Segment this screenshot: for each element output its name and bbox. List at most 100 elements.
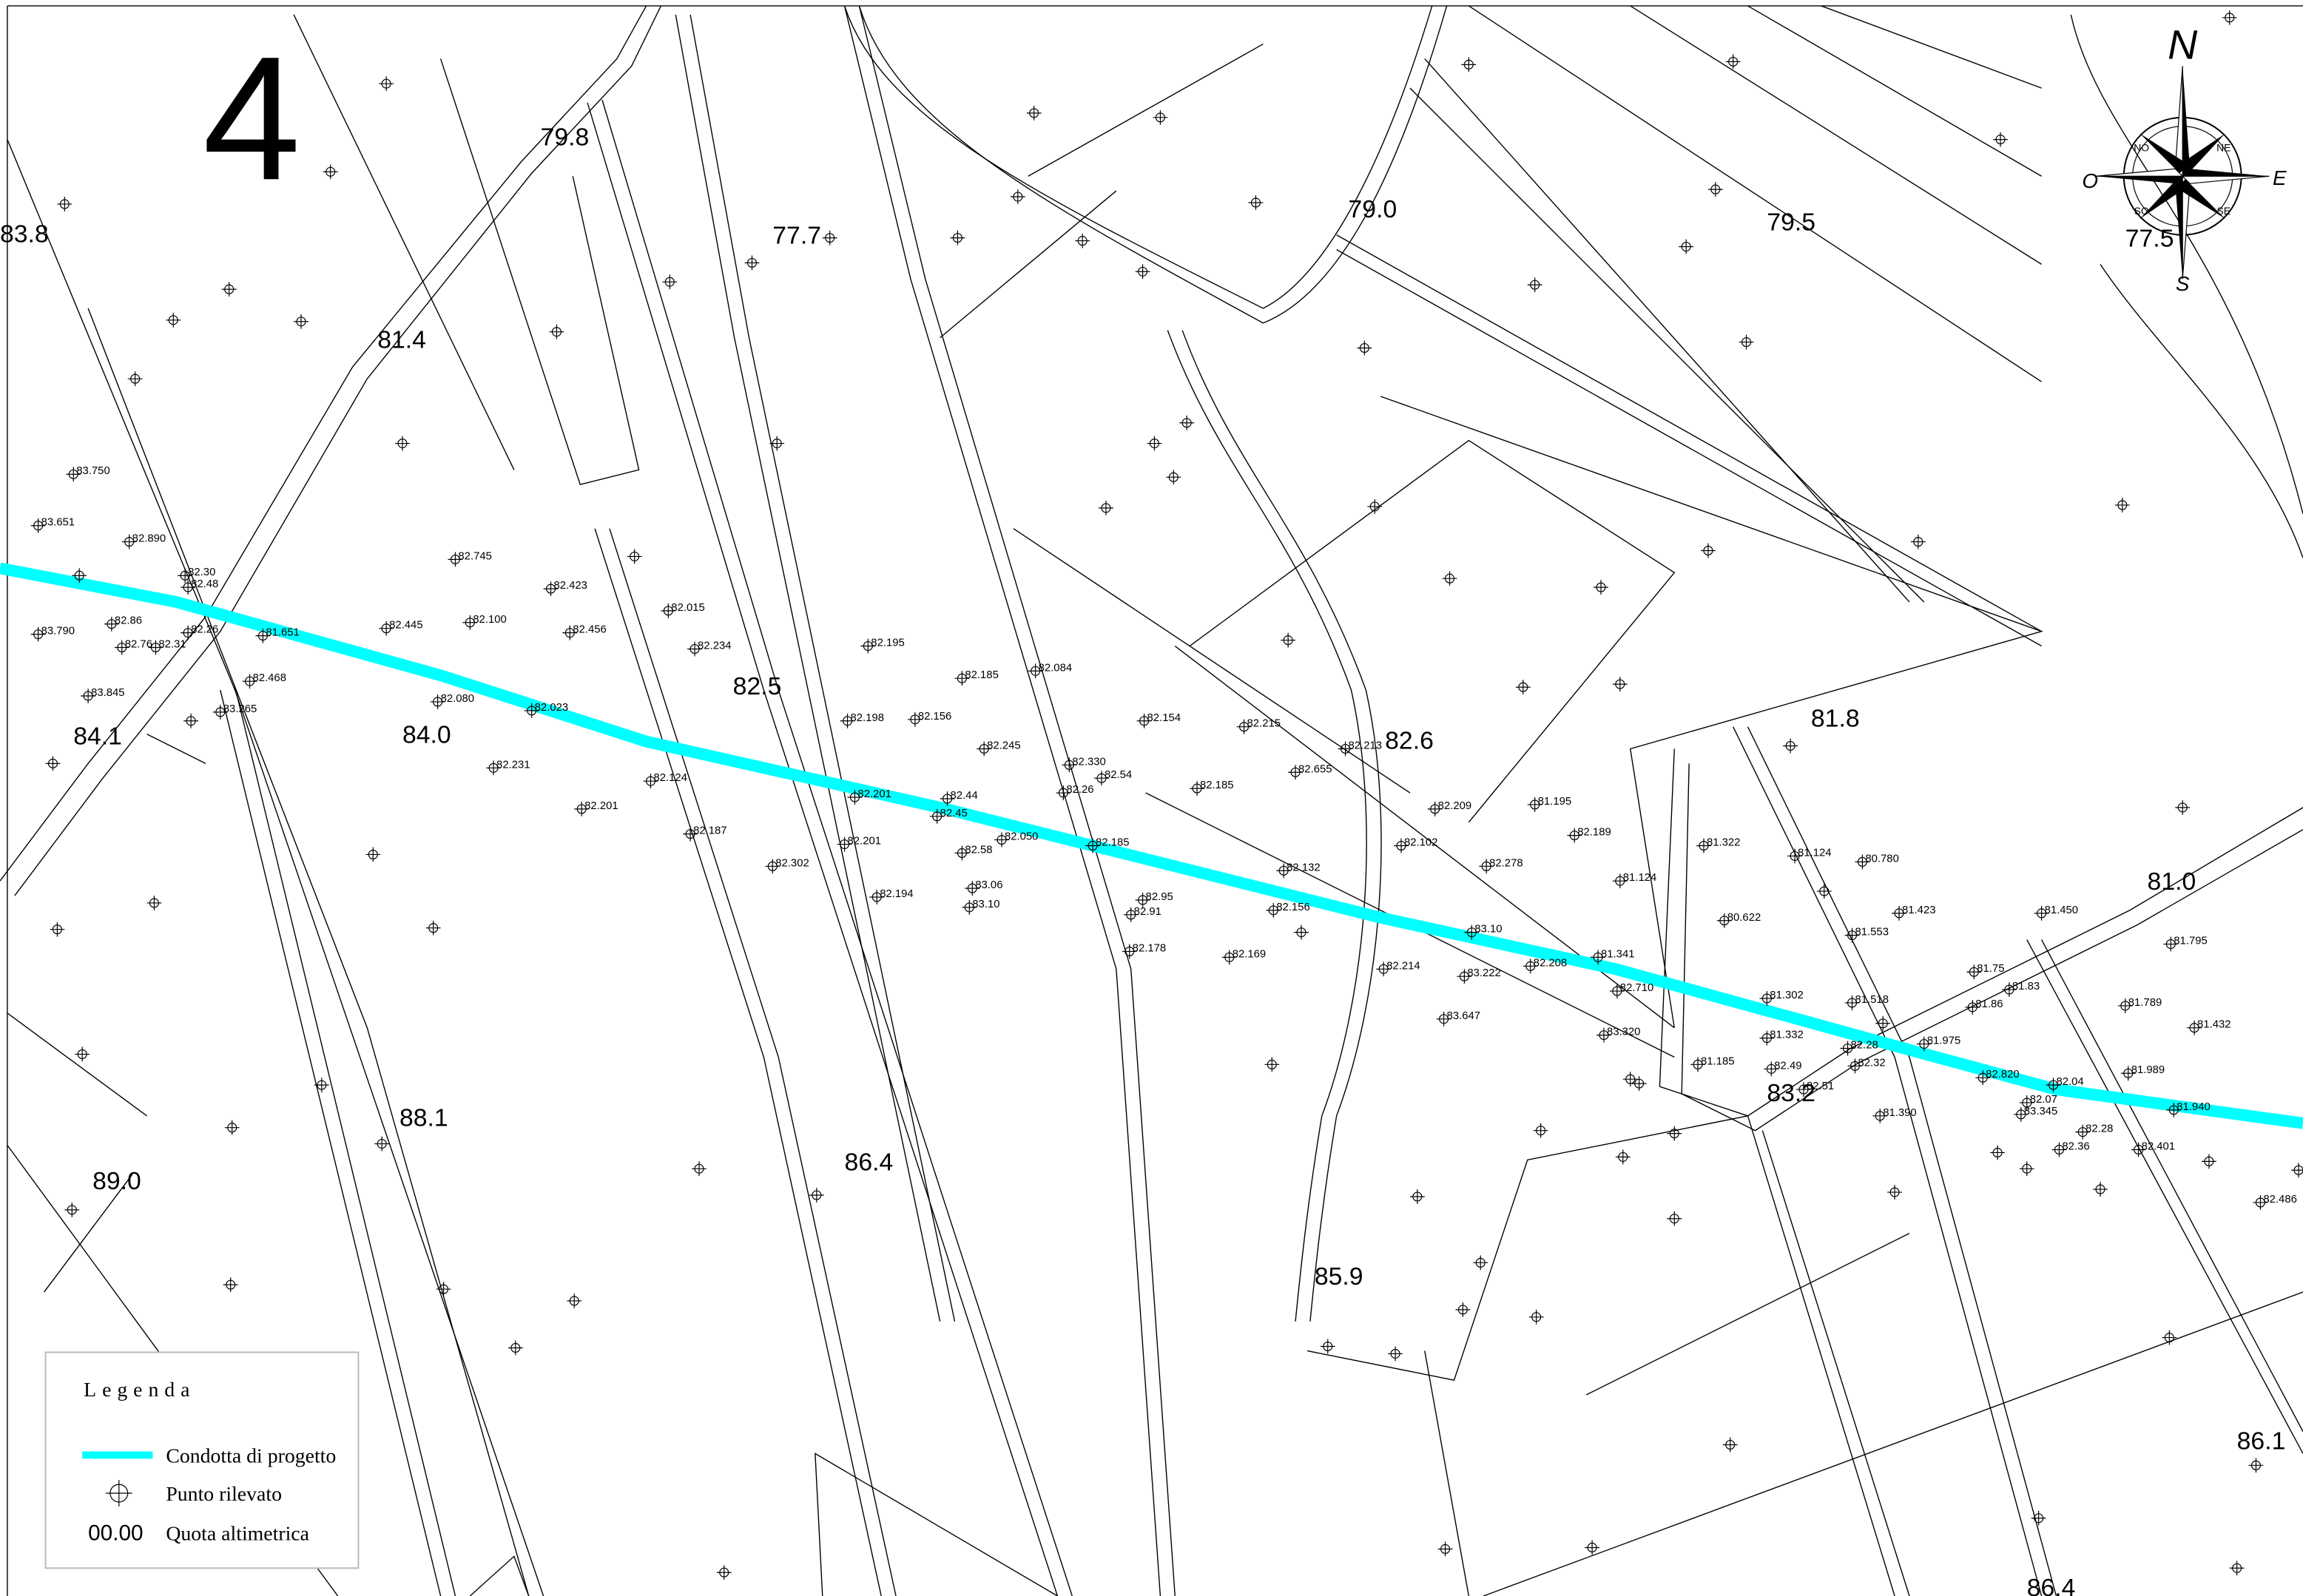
survey-point — [1122, 944, 1137, 959]
spot-height: 81.553 — [1855, 927, 1889, 939]
spot-height: 82.48 — [191, 578, 218, 590]
survey-point — [1631, 1076, 1647, 1092]
spot-height: 82.154 — [1147, 712, 1181, 724]
survey-point — [448, 552, 463, 567]
elevation-label: 79.8 — [541, 124, 590, 152]
elevation-label: 81.8 — [1811, 705, 1860, 733]
survey-point — [662, 274, 678, 290]
spot-height: 81.322 — [1707, 837, 1741, 849]
survey-point — [2013, 1106, 2029, 1122]
spot-height: 82.124 — [653, 772, 687, 784]
survey-point — [2187, 1020, 2202, 1035]
spot-height: 82.169 — [1233, 948, 1267, 960]
survey-point — [30, 518, 46, 533]
survey-point — [1236, 719, 1252, 734]
survey-point — [1388, 1346, 1403, 1362]
pipeline — [0, 562, 2303, 1129]
survey-point — [1759, 991, 1775, 1006]
elevation-label: 81.4 — [377, 326, 426, 354]
spot-height: 82.26 — [191, 624, 218, 636]
survey-point — [1596, 1027, 1611, 1043]
survey-point — [1062, 757, 1077, 773]
survey-point — [2202, 1154, 2216, 1169]
spot-height: 82.401 — [2142, 1140, 2176, 1152]
survey-point — [1701, 543, 1716, 558]
survey-point — [1667, 1126, 1682, 1141]
spot-height: 82.084 — [1039, 662, 1073, 674]
survey-point — [104, 616, 119, 632]
survey-point — [1696, 838, 1711, 853]
survey-point — [1612, 677, 1628, 692]
survey-point — [1427, 801, 1443, 816]
survey-point — [1266, 902, 1281, 918]
spot-height: 82.189 — [1577, 827, 1611, 839]
elevation-label: 86.4 — [2027, 1574, 2076, 1596]
spot-height: 82.423 — [553, 580, 587, 592]
survey-point — [2166, 1102, 2182, 1117]
elevation-labels: 83.8 79.8 77.7 79.0 79.5 77.5 81.4 84.1 84.0 82.5… — [0, 124, 2285, 1596]
spot-height: 82.100 — [473, 614, 507, 626]
spot-height: 82.015 — [671, 602, 705, 614]
spot-height: 82.655 — [1298, 763, 1332, 775]
survey-point — [1725, 54, 1741, 70]
spot-height: 82.023 — [535, 702, 569, 714]
survey-point — [2093, 1182, 2108, 1197]
spot-height: 82.890 — [132, 533, 166, 545]
elevation-label: 83.8 — [0, 220, 49, 248]
survey-point — [1338, 741, 1353, 757]
spot-height: 82.30 — [188, 567, 215, 578]
survey-point — [146, 896, 162, 910]
survey-point — [1527, 277, 1542, 293]
spot-height: 82.080 — [441, 693, 475, 705]
legend-label: Condotta di progetto — [166, 1444, 336, 1467]
elevation-label: 79.0 — [1349, 195, 1397, 223]
spot-height: 82.07 — [2030, 1094, 2057, 1106]
survey-point — [1294, 924, 1309, 940]
spot-height: 82.86 — [115, 615, 142, 627]
spot-height: 82.156 — [918, 711, 952, 723]
spot-height: 81.195 — [1538, 796, 1572, 808]
spot-height: 82.36 — [2062, 1140, 2089, 1152]
survey-point — [212, 704, 228, 720]
survey-point — [57, 197, 73, 212]
survey-point — [1190, 781, 1204, 797]
spot-height: 82.58 — [965, 844, 992, 856]
survey-point — [1099, 500, 1113, 515]
compass-se: SE — [2217, 205, 2231, 217]
elevation-label: 81.0 — [2148, 868, 2196, 896]
survey-point — [954, 671, 970, 686]
spot-height: 82.132 — [1287, 862, 1321, 873]
survey-point — [374, 1136, 390, 1152]
spot-height: 82.95 — [1146, 891, 1173, 903]
spot-height: 82.51 — [1807, 1081, 1834, 1092]
survey-point — [1123, 907, 1139, 922]
survey-point — [2046, 1078, 2061, 1093]
survey-point — [395, 436, 410, 451]
survey-point — [2175, 799, 2191, 815]
compass-ne: NE — [2216, 141, 2230, 153]
spot-height: 83.345 — [2024, 1106, 2058, 1117]
survey-point — [1612, 873, 1628, 889]
survey-point — [2248, 1458, 2264, 1473]
survey-point — [1085, 838, 1101, 853]
spot-height: 82.156 — [1276, 902, 1310, 913]
survey-point — [1028, 663, 1043, 679]
survey-point — [1135, 264, 1150, 280]
survey-point — [1515, 680, 1531, 695]
survey-point — [1523, 958, 1538, 974]
survey-point — [994, 832, 1009, 848]
survey-point — [1320, 1339, 1335, 1354]
spot-height: 82.45 — [940, 808, 968, 819]
spot-height: 82.209 — [1438, 800, 1472, 812]
survey-point — [869, 890, 885, 904]
spot-height: 82.26 — [1066, 784, 1093, 796]
survey-point — [148, 640, 163, 655]
survey-point — [940, 791, 955, 806]
survey-point — [1887, 1185, 1903, 1200]
spot-height: 83.845 — [91, 687, 125, 699]
spot-height: 81.975 — [1927, 1035, 1961, 1047]
survey-point — [1594, 580, 1608, 595]
survey-point — [1892, 905, 1906, 921]
survey-point — [543, 581, 559, 597]
